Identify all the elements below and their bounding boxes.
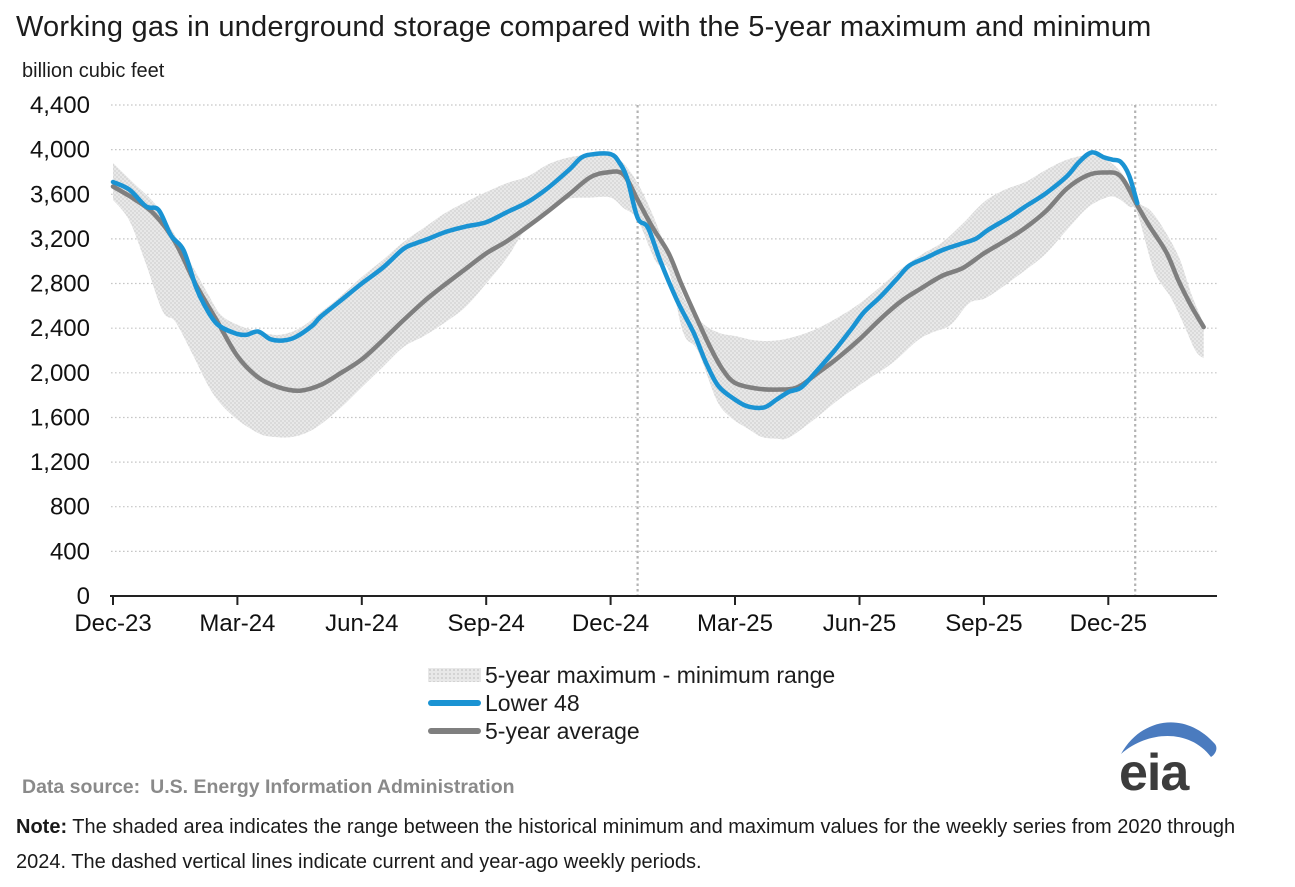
svg-text:1,600: 1,600	[30, 405, 90, 432]
svg-text:0: 0	[77, 583, 90, 610]
svg-text:Sep-24: Sep-24	[448, 610, 525, 637]
legend-label-average: 5-year average	[485, 717, 640, 744]
svg-text:2,000: 2,000	[30, 360, 90, 387]
legend-item-lower48: Lower 48	[428, 689, 835, 717]
svg-text:Mar-25: Mar-25	[697, 610, 773, 637]
average-line-swatch-icon	[428, 728, 481, 734]
svg-text:3,600: 3,600	[30, 181, 90, 208]
svg-text:4,400: 4,400	[30, 92, 90, 119]
band-swatch-icon	[428, 668, 481, 682]
five-year-average-line	[110, 169, 1206, 393]
data-source-text: U.S. Energy Information Administration	[150, 776, 515, 798]
legend-item-range: 5-year maximum - minimum range	[428, 661, 835, 689]
data-source: Data source: U.S. Energy Information Admi…	[22, 776, 515, 799]
svg-text:Jun-24: Jun-24	[325, 610, 398, 637]
svg-text:800: 800	[50, 494, 90, 521]
svg-text:2,400: 2,400	[30, 315, 90, 342]
chart-title: Working gas in underground storage compa…	[16, 11, 1152, 43]
svg-text:2,800: 2,800	[30, 271, 90, 298]
eia-logo: eia	[1119, 722, 1217, 800]
svg-text:Mar-24: Mar-24	[199, 610, 275, 637]
lower48-line	[110, 150, 1140, 411]
x-tick-labels: Dec-23 Mar-24 Jun-24 Sep-24 Dec-24 Mar-25 Jun-…	[74, 610, 1147, 637]
eia-logo-swoosh-icon	[1121, 722, 1217, 757]
svg-text:Dec-24: Dec-24	[572, 610, 649, 637]
legend: 5-year maximum - minimum range Lower 48 …	[428, 661, 835, 745]
svg-text:Dec-25: Dec-25	[1070, 610, 1147, 637]
svg-text:400: 400	[50, 538, 90, 565]
svg-text:Jun-25: Jun-25	[823, 610, 896, 637]
data-source-label: Data source:	[22, 776, 141, 798]
note-label: Note:	[16, 816, 68, 838]
legend-label-range: 5-year maximum - minimum range	[485, 661, 836, 688]
max-min-band-area	[113, 154, 1204, 440]
gridlines	[111, 104, 1217, 553]
svg-text:Sep-25: Sep-25	[945, 610, 1022, 637]
y-axis-unit-label: billion cubic feet	[22, 60, 165, 82]
chart-canvas: 0 400 800 1,200 1,600 2,000 2,400 2,800 3,200 3,6…	[30, 92, 1217, 637]
svg-text:3,200: 3,200	[30, 226, 90, 253]
x-axis	[110, 595, 1217, 605]
eia-logo-text: eia	[1119, 744, 1190, 800]
note: Note: The shaded area indicates the rang…	[16, 810, 1282, 880]
svg-text:4,000: 4,000	[30, 137, 90, 164]
lower48-line-swatch-icon	[428, 700, 481, 706]
y-tick-labels: 0 400 800 1,200 1,600 2,000 2,400 2,800 3,200 3,6…	[30, 92, 90, 610]
note-text: The shaded area indicates the range betw…	[16, 816, 1236, 873]
svg-text:1,200: 1,200	[30, 449, 90, 476]
legend-item-average: 5-year average	[428, 717, 835, 745]
dashed-vlines	[636, 105, 1137, 596]
svg-text:Dec-23: Dec-23	[74, 610, 151, 637]
legend-label-lower48: Lower 48	[485, 689, 580, 716]
